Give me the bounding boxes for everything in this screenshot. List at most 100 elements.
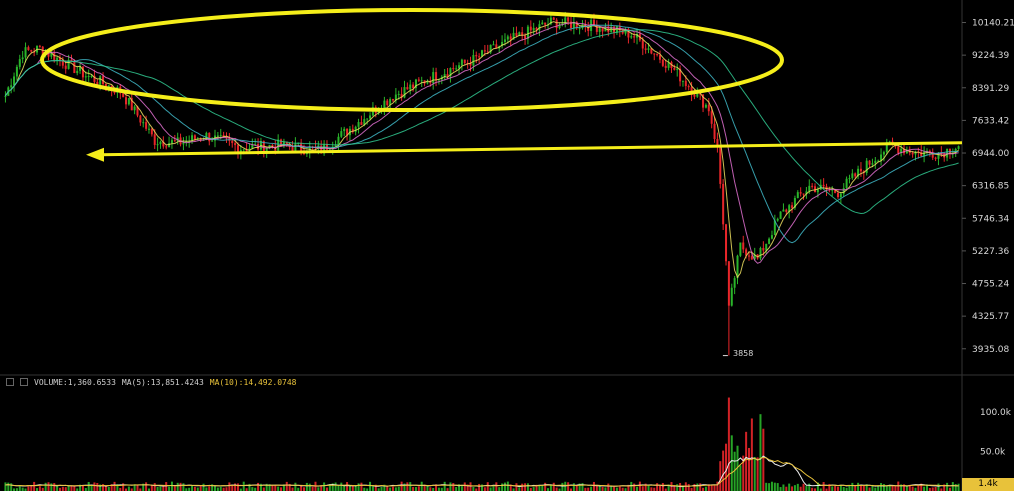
volume-bar (819, 488, 822, 491)
volume-bar (245, 488, 248, 491)
candle-body (569, 21, 573, 28)
candle-body (495, 44, 498, 49)
volume-bar (621, 487, 624, 491)
volume-bar (328, 484, 331, 491)
volume-bar (656, 483, 659, 491)
candle-body (762, 247, 765, 251)
volume-bar (403, 483, 406, 491)
volume-bar (515, 483, 518, 491)
volume-bar (776, 483, 779, 491)
candle-body (76, 70, 79, 74)
volume-bar (707, 484, 710, 491)
volume-bar (331, 483, 334, 491)
volume-bar (234, 483, 237, 491)
volume-bar (834, 485, 837, 491)
candle-body (50, 53, 53, 57)
volume-bar (882, 484, 885, 491)
candle-body (509, 36, 512, 40)
candle-body (489, 44, 492, 53)
volume-bar (779, 487, 782, 491)
last-volume-tag: 1.4k (962, 478, 1014, 491)
volume-bar (446, 488, 449, 491)
volume-bar (139, 488, 142, 491)
legend-checkbox[interactable] (6, 378, 14, 386)
volume-bar (417, 486, 420, 491)
candle-body (320, 145, 323, 154)
volume-bar (165, 482, 168, 491)
volume-bar (182, 483, 185, 491)
candle-body (515, 32, 518, 36)
candle-body (125, 97, 128, 105)
volume-bar (730, 435, 733, 491)
candle-body (704, 104, 707, 108)
candle-body (882, 152, 885, 155)
candle-body (621, 30, 624, 34)
ma-line-xlong (4, 29, 959, 215)
candle-body (923, 151, 926, 157)
candle-body (727, 261, 730, 306)
candle-body (811, 185, 814, 187)
candle-body (41, 46, 44, 56)
legend-checkbox-2[interactable] (20, 378, 28, 386)
candle-body (18, 59, 21, 67)
volume-bar (719, 461, 722, 491)
volume-bar (664, 488, 667, 491)
volume-bar (262, 487, 265, 491)
volume-bar (259, 483, 262, 491)
candle-body (768, 238, 771, 244)
volume-bar (308, 483, 311, 491)
candle-body (822, 184, 825, 187)
candle-body (127, 98, 130, 105)
volume-bar (934, 486, 937, 491)
volume-bar (193, 486, 196, 491)
volume-bar (366, 488, 369, 491)
volume-bar (920, 483, 923, 491)
candle-body (552, 17, 555, 20)
volume-bar (426, 485, 429, 491)
candle-body (271, 144, 274, 147)
volume-bar (845, 487, 848, 491)
volume-bar (435, 484, 438, 491)
volume-bar (931, 487, 934, 491)
volume-bar (653, 487, 656, 491)
candle-body (162, 141, 165, 147)
volume-bar (76, 488, 79, 491)
candle-body (572, 21, 575, 28)
candle-body (104, 83, 107, 88)
volume-bar (53, 483, 56, 491)
volume-bar (943, 484, 946, 491)
candle-body (53, 53, 56, 61)
candle-body (905, 149, 908, 154)
candle-body (601, 28, 604, 32)
candle-body (403, 87, 406, 98)
candle-body (205, 132, 208, 140)
volume-bar (211, 484, 214, 491)
candle-body (285, 141, 288, 146)
candle-body (64, 65, 67, 69)
volume-bar (687, 484, 690, 491)
volume-bar (102, 484, 105, 491)
volume-bar (437, 487, 440, 491)
volume-bar (512, 488, 515, 491)
candle-body (142, 122, 145, 124)
candle-body (538, 24, 541, 30)
volume-bar (360, 482, 363, 491)
candle-body (156, 144, 159, 146)
candle-body (133, 106, 136, 111)
volume-bar (747, 447, 750, 491)
volume-bar (351, 485, 354, 491)
candle-body (193, 135, 196, 140)
volume-bar (937, 483, 940, 491)
volume-bar (288, 483, 291, 491)
volume-bar (391, 486, 395, 491)
candle-body (725, 224, 728, 262)
volume-bar (251, 487, 254, 491)
volume-bar (142, 483, 145, 491)
volume-bar (104, 485, 107, 491)
volume-bar (205, 487, 208, 491)
volume-bar (24, 488, 27, 491)
volume-bar (888, 484, 891, 491)
candle-body (776, 218, 779, 221)
volume-bar (923, 486, 926, 491)
